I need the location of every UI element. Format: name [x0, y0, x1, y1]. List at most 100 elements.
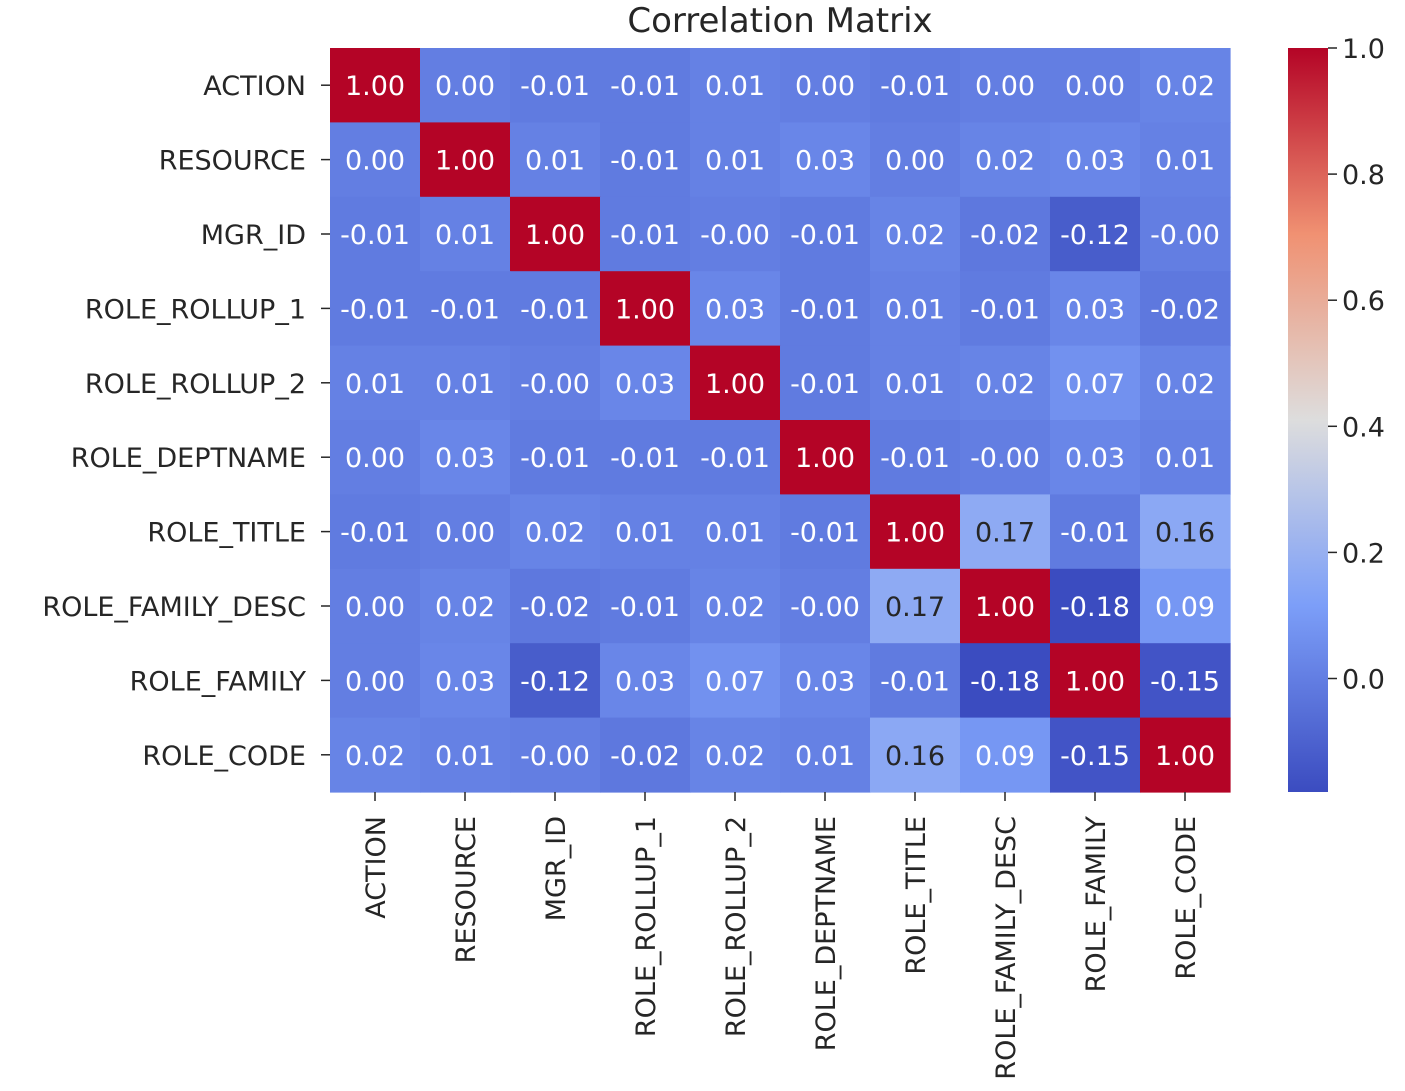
heatmap-cell [960, 643, 1051, 719]
cell-value-label: 0.00 [975, 71, 1035, 102]
heatmap-cell [1050, 48, 1141, 123]
heatmap-cell [510, 568, 601, 644]
cell-value-label: -0.12 [1060, 220, 1130, 251]
heatmap-cell [420, 420, 511, 495]
heatmap-cell [510, 643, 601, 719]
column-labels: ACTION RESOURCE MGR_ID ROLE_ROLLUP_1 ROLE_RO… [361, 792, 1202, 1080]
cell-value-label: 0.01 [885, 294, 945, 325]
colorbar-tick-label: 0.8 [1342, 160, 1385, 191]
cell-value-label: 0.00 [795, 71, 855, 102]
cell-value-label: 0.00 [885, 146, 945, 177]
heatmap-cell [1050, 345, 1141, 421]
heatmap-cell [960, 345, 1051, 421]
row-label: ROLE_ROLLUP_2 [85, 369, 306, 400]
cell-value-label: -0.01 [430, 294, 500, 325]
cell-value-label: 0.03 [1065, 294, 1125, 325]
heatmap-cell [600, 568, 691, 644]
heatmap-cell [510, 420, 601, 495]
heatmap-cell [330, 122, 421, 198]
cell-value-label: -0.01 [520, 294, 590, 325]
heatmap-cell [870, 568, 961, 644]
heatmap-cell [330, 345, 421, 421]
cell-value-label: 0.01 [1155, 146, 1215, 177]
cell-value-label: 0.03 [435, 666, 495, 697]
cell-value-label: -0.00 [970, 443, 1040, 474]
cell-value-label: -0.00 [1150, 220, 1220, 251]
heatmap-cell [690, 345, 781, 421]
cell-value-label: -0.01 [790, 369, 860, 400]
heatmap-cell [960, 568, 1051, 644]
cell-value-label: 0.07 [705, 666, 765, 697]
heatmap-cell [600, 48, 691, 123]
cell-value-label: -0.01 [610, 146, 680, 177]
cell-value-label: 0.02 [885, 220, 945, 251]
row-label: ROLE_FAMILY_DESC [42, 592, 306, 623]
cell-value-label: 0.03 [1065, 443, 1125, 474]
heatmap-cell [960, 494, 1051, 570]
cell-value-label: 0.03 [795, 666, 855, 697]
heatmap-cell [690, 717, 781, 793]
heatmap-cell [510, 48, 601, 123]
heatmap-cell [600, 494, 691, 570]
cell-value-label: 0.02 [705, 741, 765, 772]
heatmap-cell [600, 420, 691, 495]
cell-value-label: 1.00 [885, 518, 945, 549]
heatmap-cell [510, 271, 601, 347]
row-label: ROLE_CODE [142, 741, 306, 772]
heatmap-cell [870, 494, 961, 570]
cell-value-label: -0.01 [970, 294, 1040, 325]
cell-value-label: -0.18 [1060, 592, 1130, 623]
heatmap-cell [330, 717, 421, 793]
heatmap-cell [420, 494, 511, 570]
heatmap-cell [600, 345, 691, 421]
cell-value-label: 0.01 [795, 741, 855, 772]
cell-value-label: -0.01 [790, 294, 860, 325]
cell-value-label: -0.01 [340, 518, 410, 549]
heatmap-cell [780, 271, 871, 347]
cell-value-label: -0.12 [520, 666, 590, 697]
cell-value-label: 1.00 [435, 146, 495, 177]
cell-value-label: 1.00 [525, 220, 585, 251]
cell-value-label: 0.02 [1155, 71, 1215, 102]
heatmap-cells: 1.00 0.00 -0.01 -0.01 0.01 0.00 -0.01 0.00 0.00 0… [330, 48, 1231, 793]
heatmap-cell [960, 271, 1051, 347]
cell-value-label: 1.00 [1155, 741, 1215, 772]
cell-value-label: -0.15 [1150, 666, 1220, 697]
heatmap-cell [870, 345, 961, 421]
cell-value-label: 0.01 [705, 71, 765, 102]
cell-value-label: 0.16 [1155, 518, 1215, 549]
cell-value-label: 0.00 [345, 592, 405, 623]
heatmap-cell [1140, 494, 1231, 570]
cell-value-label: 0.09 [975, 741, 1035, 772]
heatmap-cell [330, 420, 421, 495]
cell-value-label: -0.01 [610, 220, 680, 251]
colorbar-tick-label: 0.4 [1342, 412, 1385, 443]
colorbar-tick-label: 0.0 [1342, 665, 1385, 696]
cell-value-label: 0.03 [705, 294, 765, 325]
cell-value-label: -0.01 [520, 71, 590, 102]
cell-value-label: 0.02 [975, 369, 1035, 400]
cell-value-label: 1.00 [345, 71, 405, 102]
cell-value-label: -0.01 [790, 518, 860, 549]
cell-value-label: -0.01 [340, 220, 410, 251]
heatmap-cell [330, 48, 421, 123]
row-label: ROLE_TITLE [147, 518, 306, 549]
heatmap-cell [780, 494, 871, 570]
row-label: ROLE_FAMILY [130, 666, 307, 697]
cell-value-label: 0.00 [435, 518, 495, 549]
cell-value-label: 0.03 [435, 443, 495, 474]
heatmap-cell [510, 345, 601, 421]
heatmap-cell [690, 122, 781, 198]
cell-value-label: -0.18 [970, 666, 1040, 697]
cell-value-label: 0.02 [525, 518, 585, 549]
cell-value-label: 0.01 [705, 518, 765, 549]
column-label: RESOURCE [451, 816, 482, 963]
heatmap-cell [960, 122, 1051, 198]
heatmap-cell [870, 420, 961, 495]
cell-value-label: 0.00 [345, 146, 405, 177]
heatmap-cell [960, 717, 1051, 793]
row-label: RESOURCE [159, 146, 306, 177]
heatmap-cell [1050, 271, 1141, 347]
row-label: ROLE_DEPTNAME [71, 443, 306, 474]
heatmap-cell [420, 271, 511, 347]
